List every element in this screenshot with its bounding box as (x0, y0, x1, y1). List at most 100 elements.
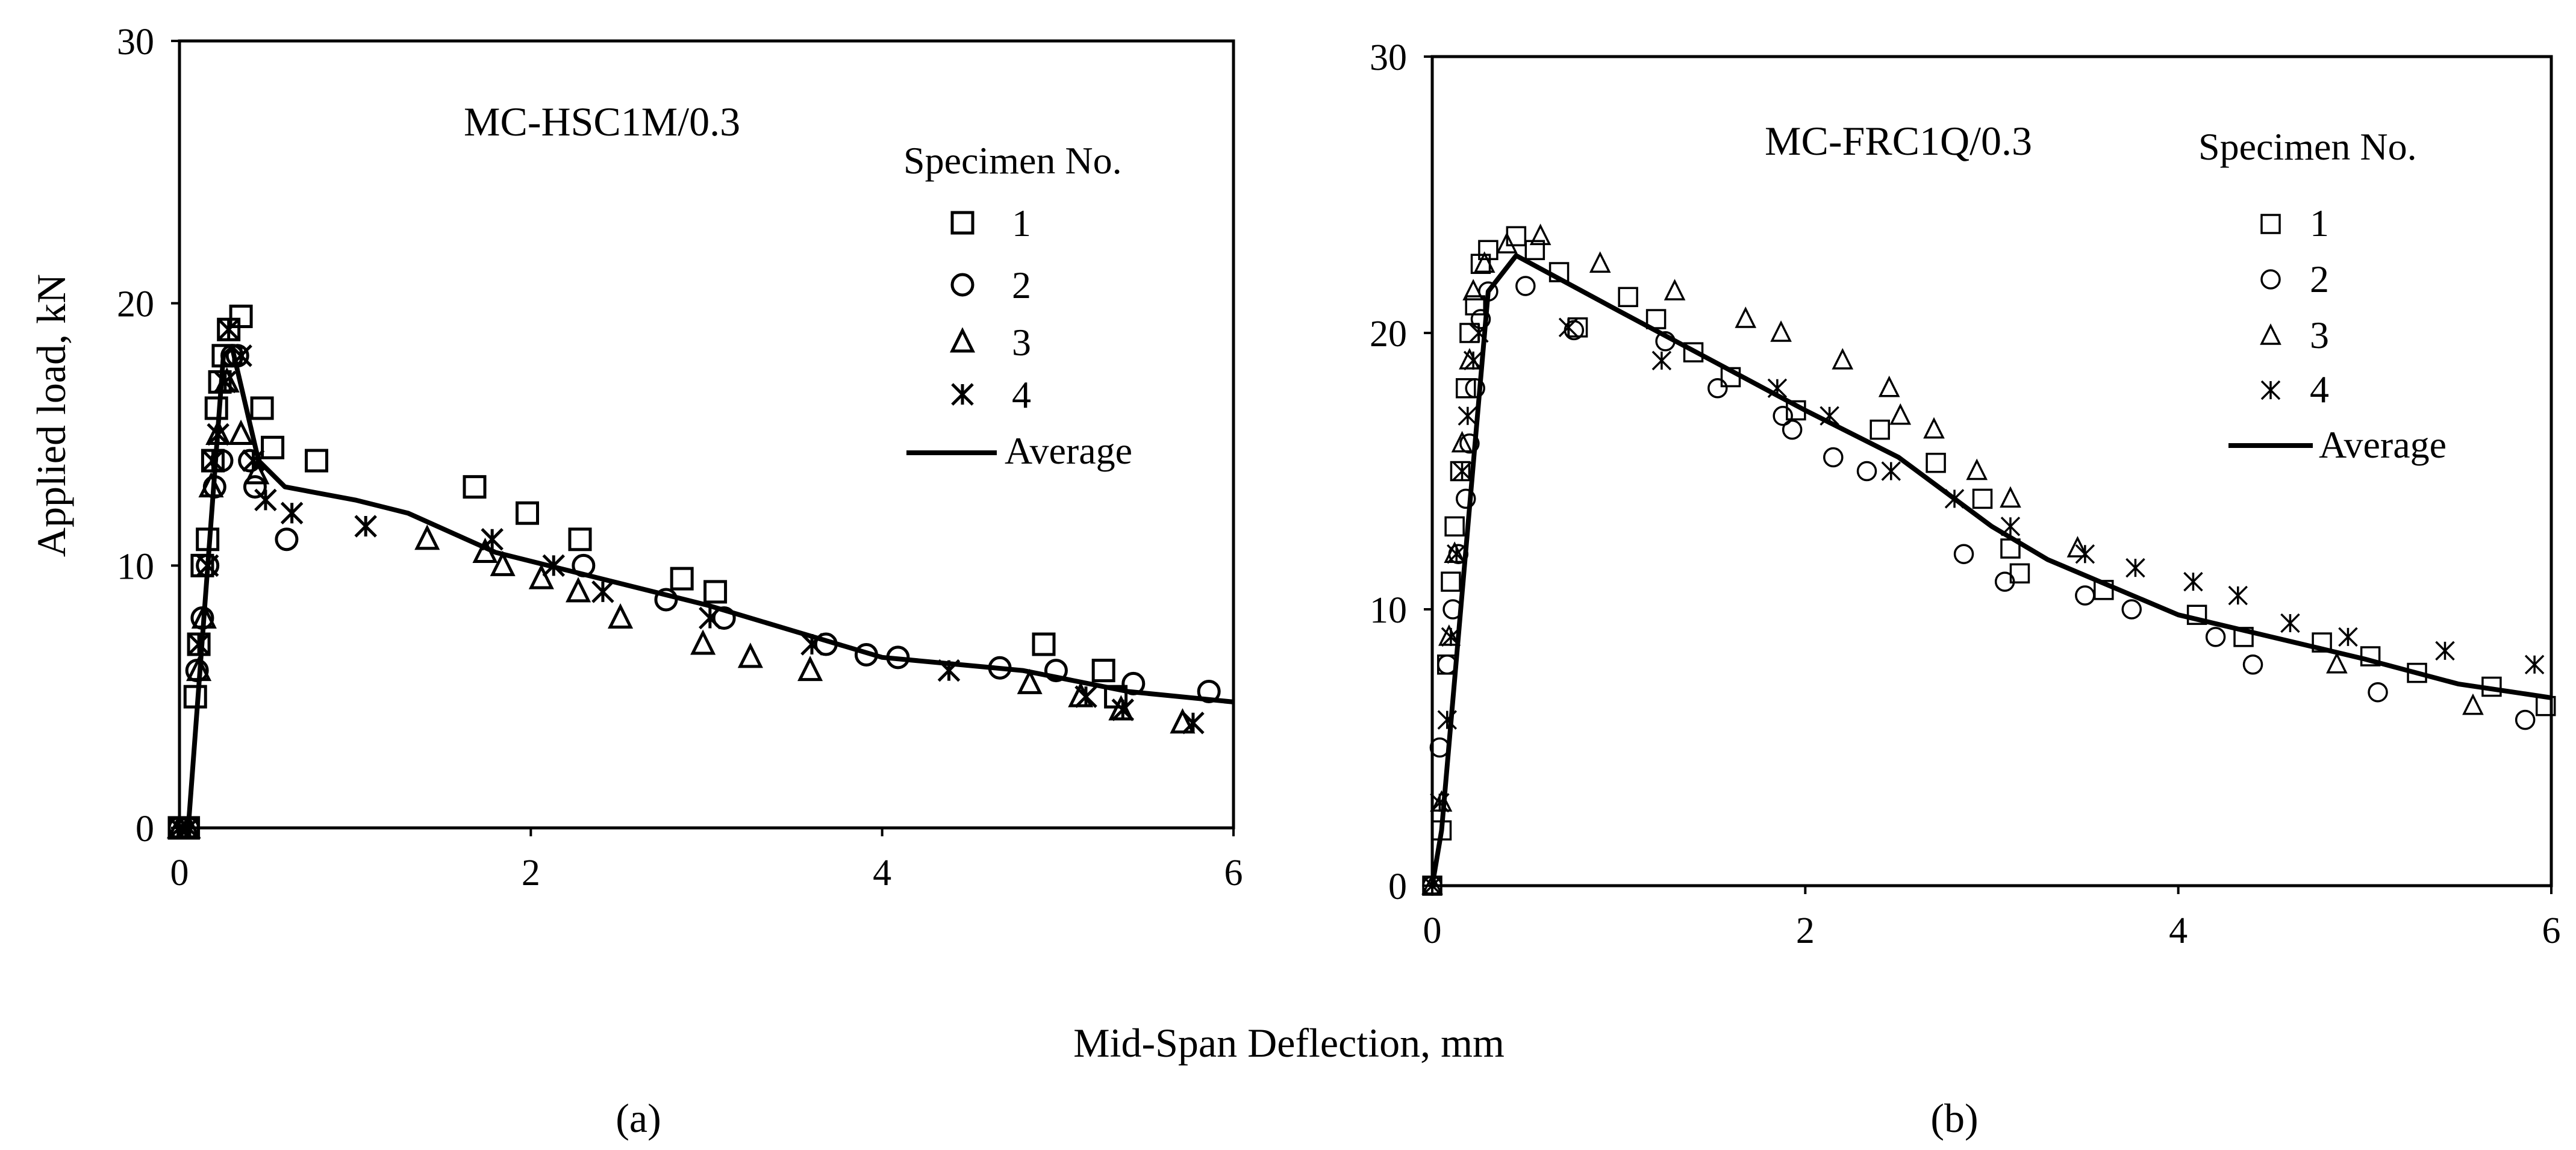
data-point-b-series-4 (2228, 585, 2248, 606)
legend-marker-b-2 (2260, 269, 2281, 290)
panel-a-caption: (a) (616, 1095, 661, 1141)
average-line-a (179, 345, 1234, 830)
data-point-b-series-2 (1455, 488, 1476, 509)
data-point-a-series-2 (1044, 659, 1068, 683)
data-point-b-series-3 (1529, 223, 1552, 246)
data-point-b-series-3 (1462, 279, 1484, 300)
legend-title-b: Specimen No. (2198, 125, 2417, 168)
data-point-b-series-2 (2368, 682, 2388, 703)
data-point-b-series-2 (1459, 433, 1480, 454)
data-point-b-series-4 (1881, 461, 1901, 481)
data-point-b-series-2 (2515, 709, 2536, 730)
chart-panel-b: MC-FRC1Q/0.3 Specimen No. 1 2 3 4 Averag… (1370, 37, 2561, 951)
data-point-a-series-4 (280, 502, 304, 524)
data-point-b-series-3 (1923, 417, 1945, 439)
legend-entry-b-1: 1 (2310, 202, 2329, 244)
data-point-a-series-1 (204, 396, 228, 420)
x-tick-label-b: 6 (2542, 910, 2561, 951)
y-axis-label: Applied load, kN (28, 274, 74, 557)
data-point-b-series-3 (1451, 430, 1473, 453)
data-point-b-series-3 (1770, 320, 1792, 342)
data-point-b-series-1 (1870, 419, 1890, 440)
data-point-b-series-3 (2326, 651, 2348, 674)
data-point-a-series-3 (1017, 668, 1043, 694)
data-point-a-series-4 (1182, 711, 1205, 735)
data-point-b-series-3 (2066, 536, 2089, 558)
data-point-a-series-1 (250, 396, 274, 420)
data-point-b-series-3 (2462, 693, 2484, 715)
legend-title-a: Specimen No. (903, 139, 1122, 182)
x-axis-label: Mid-Span Deflection, mm (1073, 1020, 1505, 1066)
legend-entry-b-2: 2 (2310, 258, 2329, 300)
data-point-b-series-2 (1856, 461, 1877, 482)
data-point-b-series-3 (1878, 375, 1900, 397)
y-tick-label-b: 20 (1370, 314, 1407, 355)
data-point-a-series-3 (608, 603, 634, 629)
average-line-b (1430, 253, 2552, 886)
chart-marks-a (166, 211, 1234, 840)
x-tick-label-a: 0 (170, 853, 189, 894)
data-point-a-series-3 (737, 642, 763, 668)
legend-entry-a-1: 1 (1012, 202, 1031, 244)
legend-entry-a-average: Average (1005, 429, 1132, 472)
legend-entry-b-3: 3 (2310, 314, 2329, 356)
data-point-a-series-1 (1032, 632, 1056, 656)
legend-marker-a-2 (950, 273, 975, 297)
data-point-b-series-4 (2125, 558, 2145, 578)
data-point-b-series-2 (1994, 571, 2015, 592)
data-point-b-series-1 (1972, 488, 1993, 509)
data-point-b-series-1 (1441, 571, 1461, 592)
data-point-b-series-3 (1832, 347, 1854, 370)
data-point-b-series-2 (2121, 599, 2142, 620)
data-point-b-series-1 (1450, 461, 1471, 482)
legend-entry-b-4: 4 (2310, 368, 2329, 411)
legend-marker-b-4 (2260, 380, 2281, 400)
data-point-b-series-2 (2075, 585, 2095, 606)
data-point-b-series-4 (2524, 654, 2545, 675)
data-point-b-series-2 (1782, 419, 1803, 440)
data-point-a-series-1 (568, 527, 592, 552)
y-tick-label-a: 30 (117, 22, 154, 63)
data-point-a-series-4 (217, 318, 240, 341)
data-point-b-series-3 (1589, 251, 1611, 273)
data-point-b-series-1 (1524, 240, 1545, 261)
data-point-b-series-3 (1889, 403, 1912, 425)
data-point-b-series-4 (1458, 406, 1478, 426)
data-point-a-series-1 (1091, 659, 1115, 683)
data-point-b-series-2 (1773, 405, 1793, 426)
data-point-b-series-3 (2000, 486, 2021, 508)
data-point-a-series-4 (242, 449, 265, 472)
plot-frame-b (1430, 55, 2553, 887)
data-point-b-series-4 (1651, 350, 1672, 371)
x-tick-label-b: 0 (1423, 910, 1442, 951)
axis-ticks-b: 0 2 4 6 0 10 20 30 (1370, 37, 2561, 951)
data-point-a-series-1 (463, 475, 487, 499)
legend-marker-a-4 (951, 383, 974, 406)
data-point-b-series-1 (1683, 342, 1704, 362)
chart-panel-a: MC-HSC1M/0.3 Specimen No. 1 2 3 4 Averag… (117, 22, 1243, 894)
legend-marker-b-1 (2260, 214, 2281, 234)
data-point-b-series-4 (2338, 627, 2358, 647)
data-point-a-series-3 (490, 550, 516, 576)
chart-title-a: MC-HSC1M/0.3 (464, 99, 740, 145)
data-point-b-series-1 (1478, 240, 1499, 261)
data-point-a-series-1 (261, 435, 285, 459)
x-tick-label-b: 4 (2169, 910, 2188, 951)
y-tick-label-b: 10 (1370, 590, 1407, 631)
data-point-b-series-4 (2280, 613, 2300, 633)
x-tick-label-a: 4 (873, 853, 891, 894)
data-point-b-series-1 (1926, 452, 1946, 473)
y-tick-label-a: 0 (136, 809, 154, 850)
data-point-b-series-1 (1455, 378, 1476, 399)
data-point-b-series-1 (2312, 632, 2332, 653)
data-point-b-series-2 (1465, 378, 1485, 399)
data-point-b-series-1 (2009, 563, 2030, 584)
data-point-b-series-2 (1707, 378, 1728, 399)
axis-ticks-a: 0 2 4 6 0 10 20 30 (117, 22, 1243, 894)
data-point-b-series-3 (1664, 279, 1686, 300)
data-point-a-series-1 (516, 501, 539, 525)
data-point-a-series-3 (1170, 708, 1196, 734)
legend-entry-a-3: 3 (1012, 321, 1031, 364)
data-point-a-series-2 (243, 475, 267, 499)
